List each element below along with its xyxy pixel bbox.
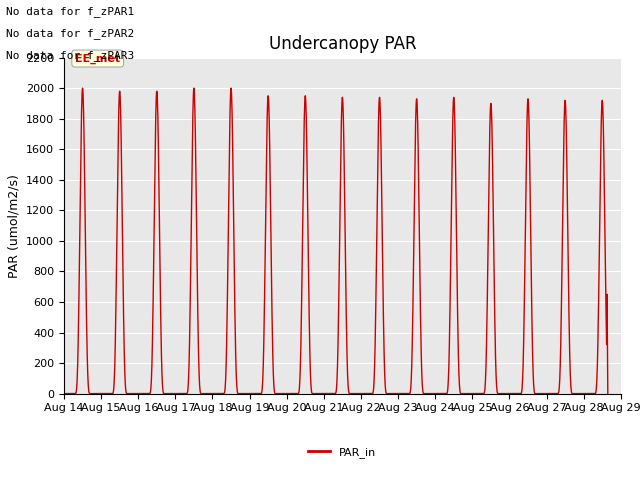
Text: No data for f_zPAR1: No data for f_zPAR1 [6,6,134,17]
Text: No data for f_zPAR3: No data for f_zPAR3 [6,49,134,60]
Legend: PAR_in: PAR_in [304,442,381,462]
Text: EE_met: EE_met [75,53,120,64]
Y-axis label: PAR (umol/m2/s): PAR (umol/m2/s) [8,174,20,277]
Text: No data for f_zPAR2: No data for f_zPAR2 [6,28,134,39]
Title: Undercanopy PAR: Undercanopy PAR [269,35,416,53]
